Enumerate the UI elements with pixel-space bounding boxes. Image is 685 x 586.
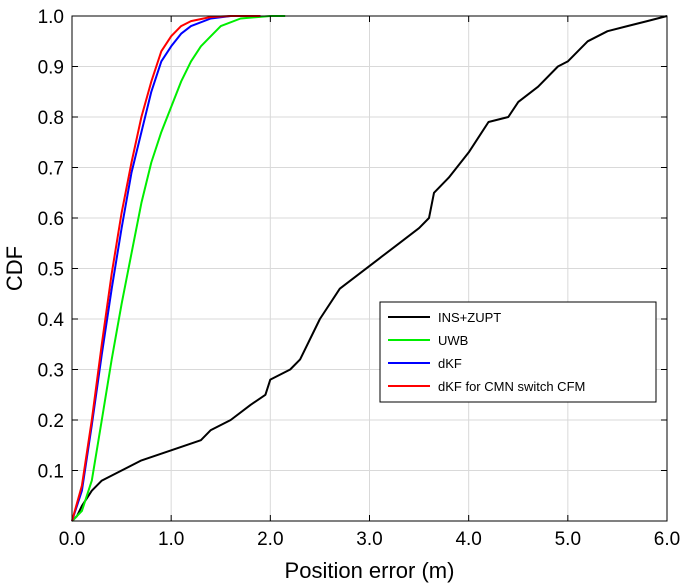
x-tick-label: 3.0 (356, 529, 382, 550)
x-tick-label: 0.0 (59, 529, 85, 550)
series-line-ins-zupt (71, 15, 668, 522)
x-tick-label: 6.0 (654, 529, 680, 550)
x-tick-label: 5.0 (555, 529, 581, 550)
series-line-uwb (71, 15, 286, 522)
legend-label: dKF (438, 356, 462, 371)
x-axis-label: Position error (m) (285, 558, 455, 583)
y-tick-label: 0.1 (38, 462, 64, 483)
y-tick-label: 0.7 (38, 159, 64, 180)
legend-label: UWB (438, 333, 468, 348)
legend: INS+ZUPT UWB dKF dKF for CMN switch CFM (379, 301, 657, 403)
y-axis-label: CDF (2, 246, 27, 291)
y-tick-label: 0.5 (38, 260, 64, 281)
legend-label: INS+ZUPT (438, 310, 501, 325)
x-tick-label: 2.0 (257, 529, 283, 550)
x-tick-label: 1.0 (158, 529, 184, 550)
series-line-dkf-for-cmn-switch-cfm (71, 15, 261, 522)
y-tick-label: 0.2 (38, 411, 64, 432)
series-lines (71, 15, 668, 522)
legend-label: dKF for CMN switch CFM (438, 379, 585, 394)
y-tick-label: 0.8 (38, 108, 64, 129)
grid-lines (72, 16, 667, 521)
y-tick-label: 0.4 (38, 310, 65, 331)
y-tick-label: 0.6 (38, 209, 64, 230)
axis-ticks: 0.0 1.0 2.0 3.0 4.0 5.0 6.0 0.1 0.2 0.3 0.4 0.5 0.6 0… (38, 7, 681, 550)
x-tick-label: 4.0 (455, 529, 481, 550)
y-tick-label: 0.3 (38, 361, 64, 382)
y-tick-label: 1.0 (38, 7, 64, 28)
y-tick-label: 0.9 (38, 58, 64, 79)
